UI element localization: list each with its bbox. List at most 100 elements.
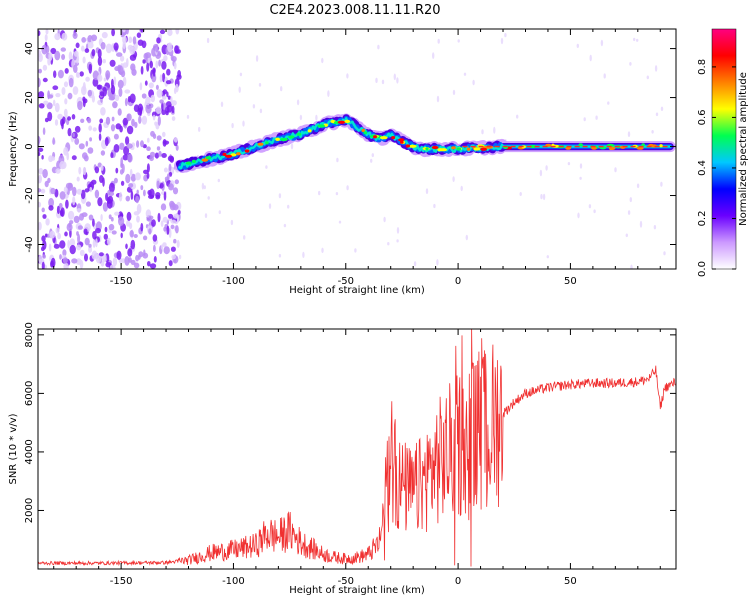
noise-blob: [69, 244, 76, 255]
noise-blob: [98, 123, 102, 133]
noise-blob: [161, 153, 167, 158]
noise-blob: [90, 34, 98, 42]
noise-blob: [143, 249, 146, 256]
noise-blob: [38, 135, 41, 145]
noise-blob: [50, 187, 56, 195]
noise-blob: [57, 232, 61, 240]
noise-speckle: [660, 181, 663, 187]
noise-blob: [55, 168, 61, 174]
noise-speckle: [278, 193, 282, 199]
noise-speckle: [204, 213, 208, 219]
ridge-hotspot: [641, 143, 645, 147]
noise-blob: [102, 59, 106, 64]
noise-speckle: [465, 234, 468, 241]
noise-blob: [68, 77, 74, 88]
noise-blob: [151, 111, 157, 118]
noise-blob: [85, 201, 91, 207]
noise-blob: [150, 94, 156, 103]
noise-blob: [100, 107, 106, 116]
noise-blob: [116, 250, 122, 260]
noise-blob: [48, 243, 52, 252]
noise-speckle: [460, 185, 463, 192]
noise-blob: [141, 93, 147, 99]
noise-blob: [79, 71, 84, 77]
noise-blob: [161, 61, 167, 70]
noise-blob: [100, 150, 106, 156]
noise-speckle: [437, 38, 440, 44]
ridge-hotspot: [531, 144, 536, 149]
noise-blob: [162, 72, 166, 83]
noise-blob: [97, 74, 103, 82]
noise-speckle: [230, 219, 234, 226]
y-tick-label: 20: [24, 91, 35, 104]
chart-title: C2E4.2023.008.11.11.R20: [269, 3, 440, 18]
noise-blob: [120, 157, 124, 167]
noise-blob: [175, 144, 179, 151]
noise-blob: [162, 89, 168, 95]
noise-blob: [41, 207, 45, 213]
noise-blob: [80, 189, 86, 200]
noise-blob: [146, 172, 150, 179]
noise-speckle: [493, 126, 496, 134]
noise-blob: [47, 177, 51, 184]
ridge-hotspot: [225, 154, 233, 158]
noise-blob: [129, 93, 136, 104]
noise-blob: [137, 108, 143, 116]
noise-speckle: [600, 39, 604, 47]
noise-blob: [46, 102, 53, 110]
colorbar-tick-label: 0.0: [697, 261, 708, 277]
noise-blob: [63, 108, 68, 117]
noise-blob: [120, 232, 123, 239]
noise-speckle: [576, 43, 579, 49]
noise-speckle: [217, 178, 220, 183]
noise-speckle: [500, 37, 504, 45]
noise-blob: [153, 244, 156, 252]
noise-speckle: [472, 79, 475, 86]
noise-speckle: [321, 57, 324, 64]
noise-blob: [155, 43, 159, 53]
noise-blob: [100, 164, 104, 171]
noise-speckle: [231, 123, 234, 129]
noise-blob: [165, 106, 170, 114]
noise-blob: [159, 74, 163, 83]
noise-blob: [148, 82, 154, 89]
noise-blob: [95, 238, 98, 248]
noise-blob: [163, 246, 170, 255]
noise-blob: [177, 70, 182, 78]
ridge-hotspot: [425, 147, 429, 151]
noise-blob: [167, 213, 174, 219]
noise-blob: [109, 264, 116, 269]
x-tick-label: 50: [564, 276, 577, 287]
x-tick-label: 0: [455, 276, 461, 287]
noise-blob: [82, 166, 87, 176]
y-tick-label: -20: [24, 187, 35, 203]
ridge-hotspot: [473, 147, 481, 151]
noise-blob: [167, 29, 173, 37]
noise-speckle: [258, 83, 262, 87]
ridge-hotspot: [409, 144, 417, 148]
noise-speckle: [589, 54, 592, 62]
noise-speckle: [287, 204, 290, 209]
noise-blob: [85, 140, 89, 147]
noise-blob: [138, 251, 144, 258]
noise-blob: [44, 233, 48, 238]
ridge-hotspot: [307, 129, 312, 133]
colorbar-gradient: [711, 28, 737, 270]
noise-blob: [121, 163, 125, 174]
noise-blob: [69, 238, 76, 247]
noise-blob: [41, 235, 46, 242]
noise-blob: [145, 104, 152, 114]
noise-blob: [127, 248, 133, 257]
noise-blob: [85, 76, 90, 82]
noise-speckle: [633, 37, 636, 42]
noise-blob: [84, 188, 90, 193]
noise-blob: [144, 80, 148, 86]
noise-blob: [154, 152, 159, 159]
y-tick-label: 40: [24, 42, 35, 55]
noise-speckle: [243, 235, 246, 240]
noise-speckle: [206, 37, 210, 44]
spectrogram-frame: [37, 28, 677, 270]
noise-blob: [143, 189, 146, 197]
noise-blob: [118, 191, 123, 202]
